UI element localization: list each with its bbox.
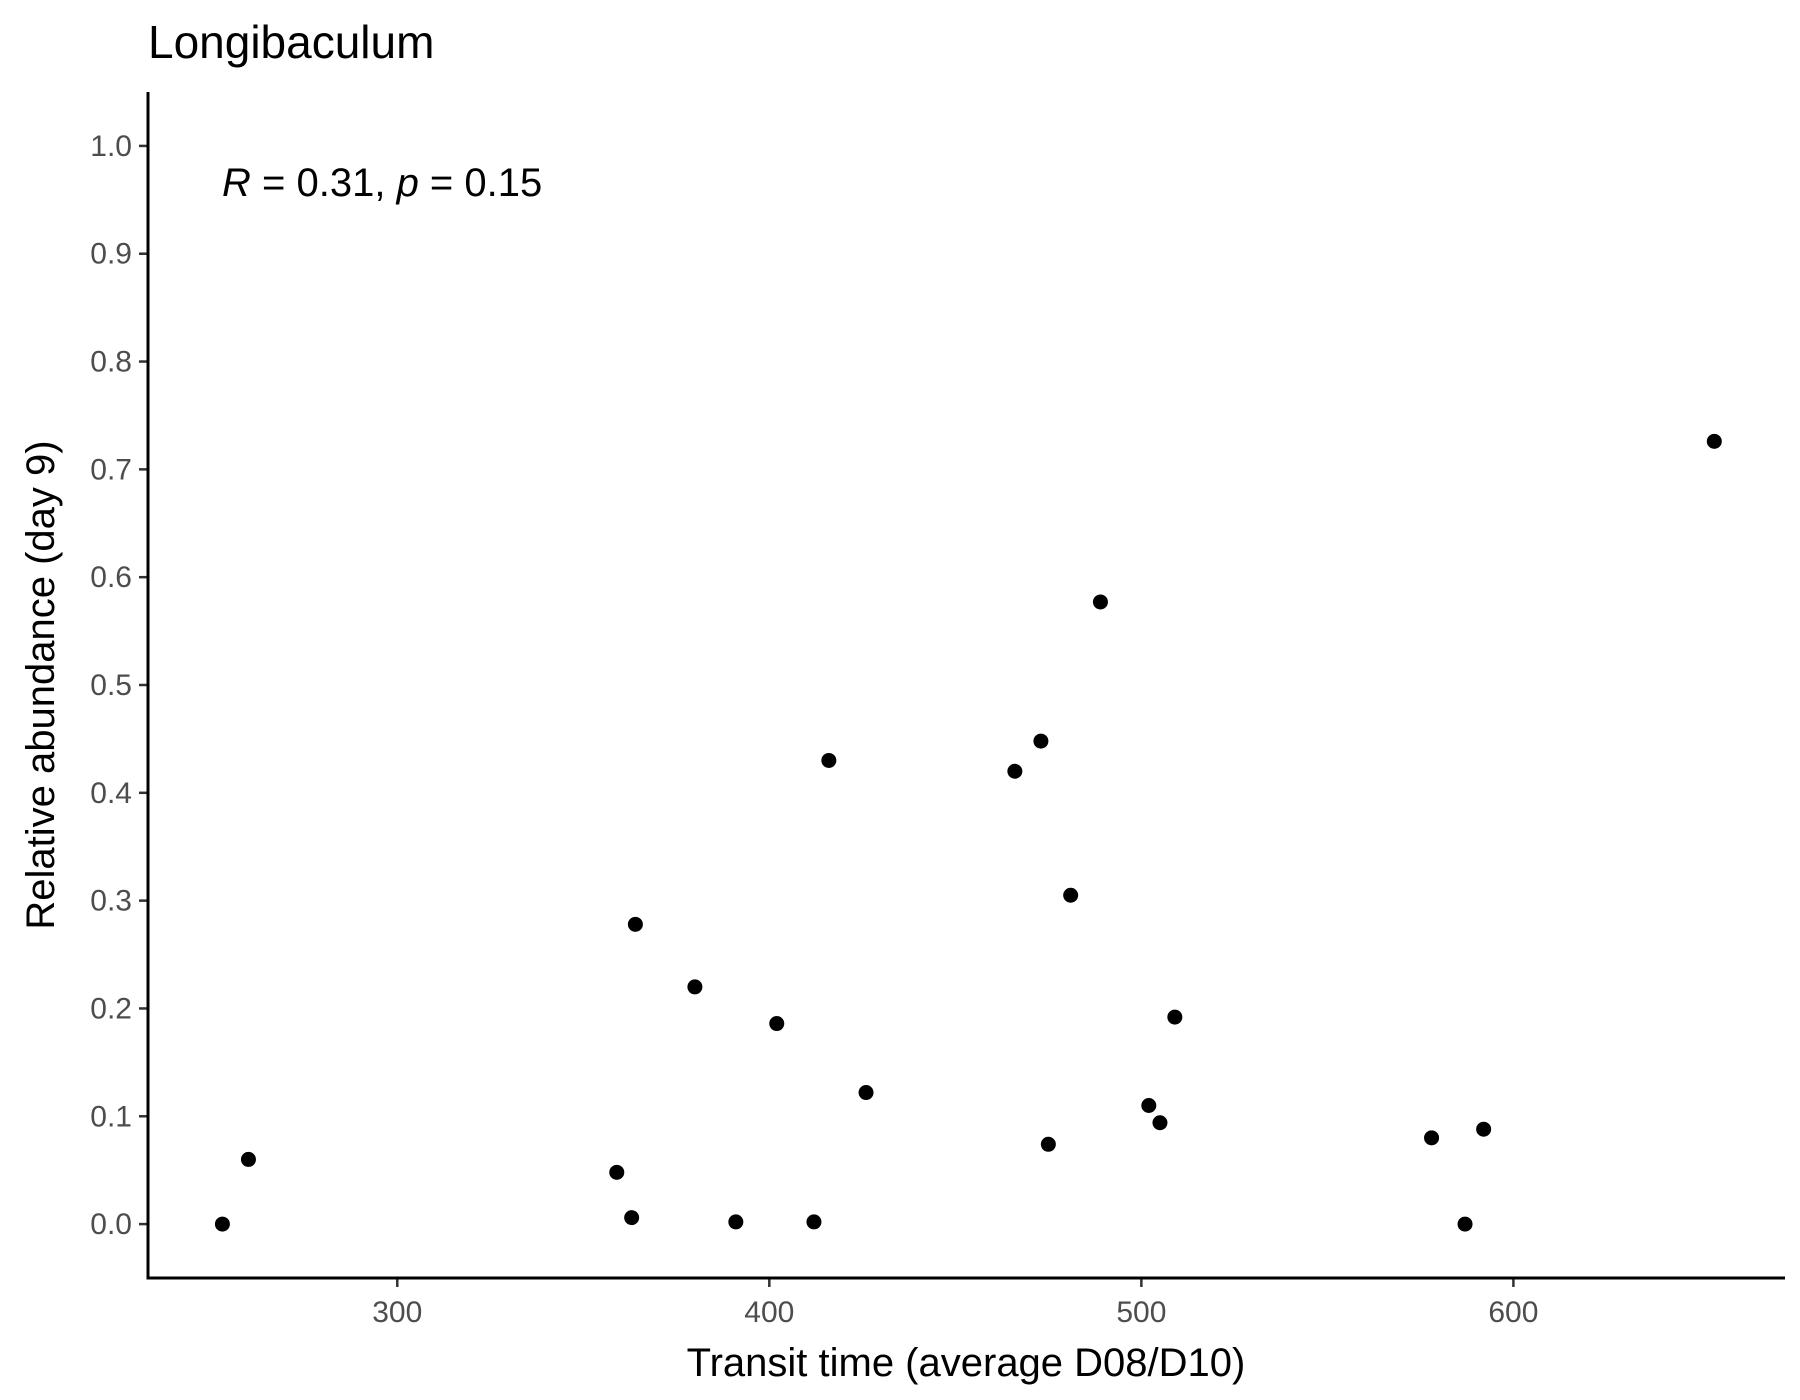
data-point (1063, 887, 1079, 903)
data-point (858, 1085, 874, 1101)
y-tick-label: 0.4 (90, 777, 132, 810)
y-tick-label: 0.0 (90, 1208, 132, 1241)
x-axis-title: Transit time (average D08/D10) (687, 1341, 1246, 1385)
data-point (1007, 763, 1023, 779)
data-point (1457, 1216, 1473, 1232)
data-point (769, 1016, 785, 1032)
y-tick-label: 0.1 (90, 1100, 132, 1133)
data-point (1476, 1121, 1492, 1137)
data-point (1424, 1130, 1440, 1146)
y-tick-label: 0.3 (90, 885, 132, 918)
data-point (1092, 594, 1108, 610)
y-tick-label: 0.8 (90, 346, 132, 379)
data-point (1141, 1097, 1157, 1113)
x-tick-label: 300 (372, 1296, 422, 1329)
x-axis-ticks: 300 400 500 600 (372, 1278, 1538, 1329)
x-tick-label: 600 (1488, 1296, 1538, 1329)
data-point (728, 1214, 744, 1230)
y-axis-ticks: 0.0 0.1 0.2 0.3 0.4 0.5 0.6 0.7 0.8 0.9 1.0 (90, 130, 148, 1241)
data-point (240, 1151, 256, 1167)
x-tick-label: 400 (744, 1296, 794, 1329)
y-tick-label: 0.6 (90, 561, 132, 594)
data-point (821, 752, 837, 768)
data-points (214, 433, 1722, 1232)
p-value-text: = 0.15 (419, 161, 542, 205)
y-tick-label: 0.5 (90, 669, 132, 702)
p-symbol: p (396, 161, 419, 205)
r-value-text: = 0.31, (251, 161, 397, 205)
data-point (1167, 1009, 1183, 1025)
data-point (214, 1216, 230, 1232)
y-tick-label: 0.7 (90, 453, 132, 486)
data-point (1706, 433, 1722, 449)
data-point (687, 979, 703, 995)
r-symbol: R (222, 161, 251, 205)
data-point (806, 1214, 822, 1230)
y-tick-label: 0.9 (90, 238, 132, 271)
correlation-annotation: R = 0.31, p = 0.15 (222, 161, 542, 205)
data-point (1033, 733, 1049, 749)
data-point (624, 1210, 640, 1226)
data-point (609, 1164, 625, 1180)
chart-title: Longibaculum (148, 16, 434, 68)
y-tick-label: 0.2 (90, 992, 132, 1025)
y-axis-title: Relative abundance (day 9) (19, 440, 63, 929)
x-tick-label: 500 (1116, 1296, 1166, 1329)
data-point (1040, 1136, 1056, 1152)
y-tick-label: 1.0 (90, 130, 132, 163)
data-point (1152, 1115, 1168, 1131)
data-point (627, 916, 643, 932)
